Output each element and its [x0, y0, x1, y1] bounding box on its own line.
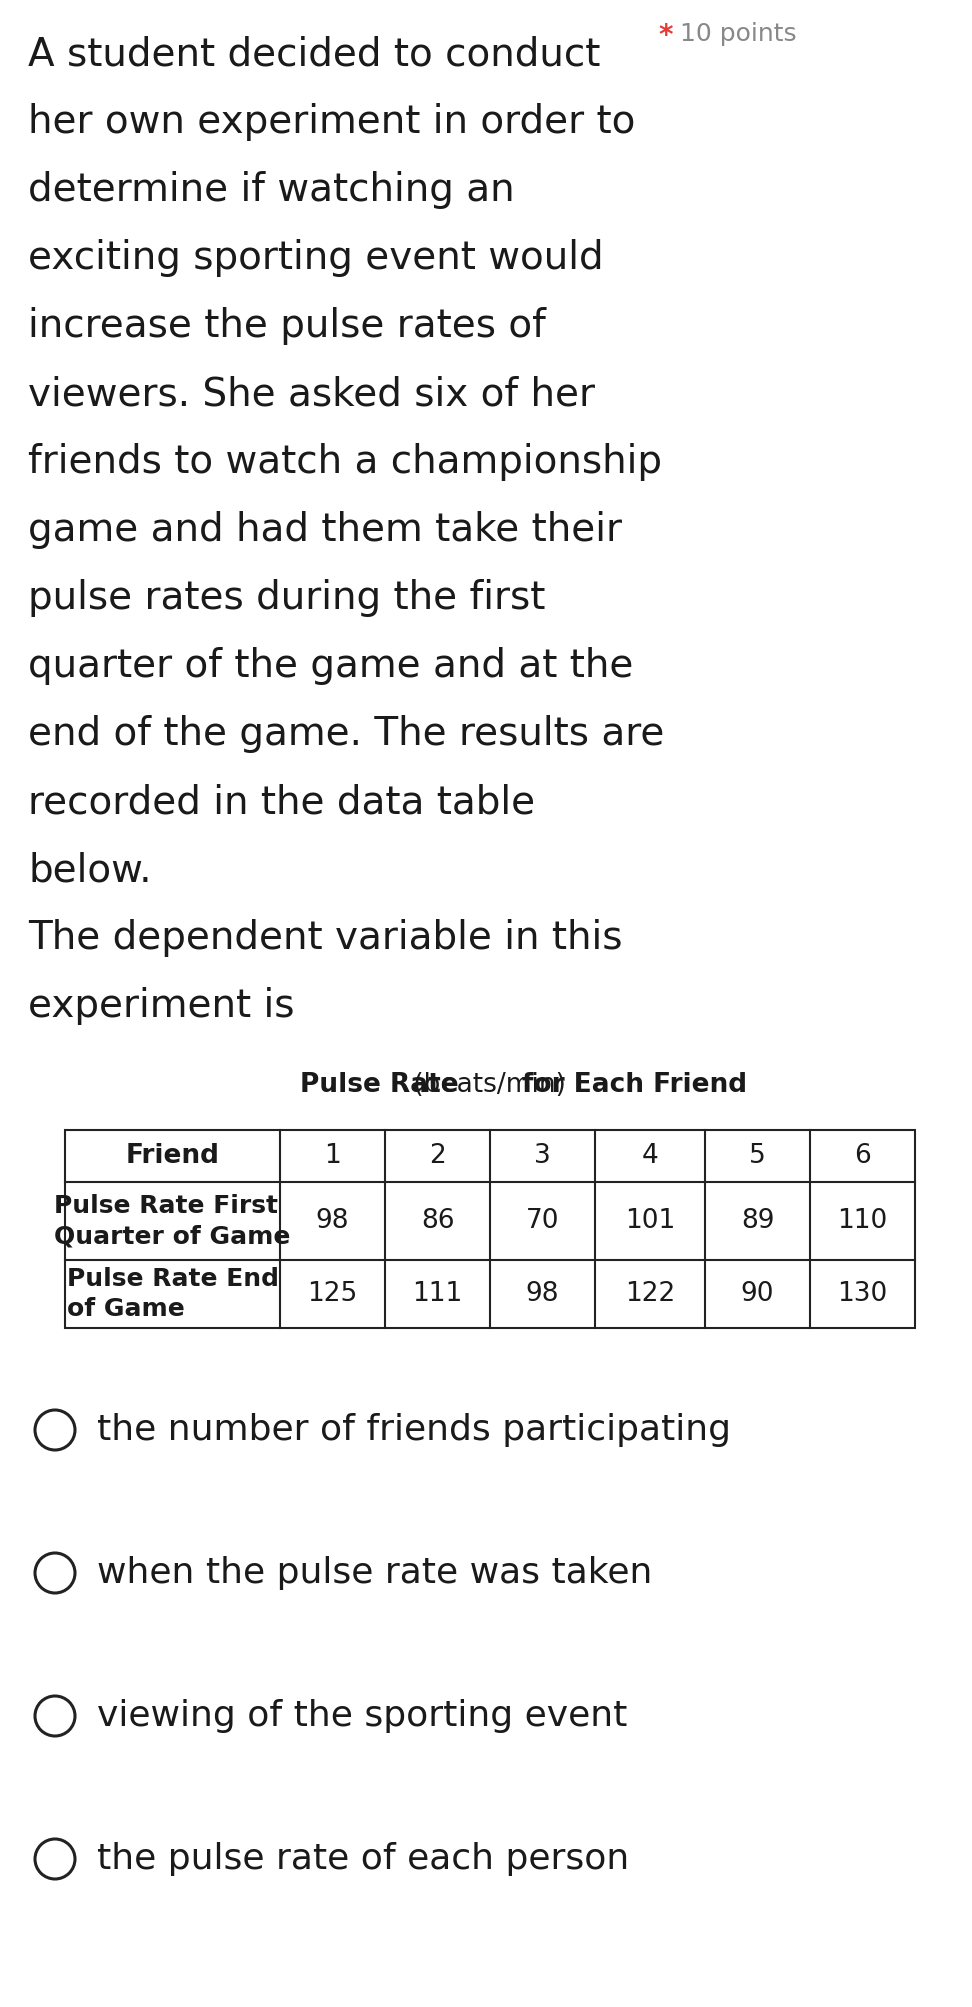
Text: the number of friends participating: the number of friends participating — [97, 1413, 731, 1447]
Text: 122: 122 — [625, 1280, 676, 1307]
Text: A student decided to conduct: A student decided to conduct — [28, 34, 601, 72]
Text: 111: 111 — [412, 1280, 463, 1307]
Text: recorded in the data table: recorded in the data table — [28, 783, 536, 821]
Text: game and had them take their: game and had them take their — [28, 512, 622, 550]
Text: quarter of the game and at the: quarter of the game and at the — [28, 646, 634, 684]
Text: 2: 2 — [429, 1144, 446, 1168]
Text: determine if watching an: determine if watching an — [28, 171, 514, 209]
Text: 125: 125 — [307, 1280, 358, 1307]
Text: 98: 98 — [316, 1208, 349, 1234]
Text: her own experiment in order to: her own experiment in order to — [28, 102, 636, 140]
Text: 4: 4 — [642, 1144, 658, 1168]
Text: viewers. She asked six of her: viewers. She asked six of her — [28, 375, 595, 413]
Text: *: * — [658, 22, 673, 50]
Text: 6: 6 — [854, 1144, 871, 1168]
Text: 3: 3 — [535, 1144, 551, 1168]
Text: pulse rates during the first: pulse rates during the first — [28, 578, 545, 616]
Text: the pulse rate of each person: the pulse rate of each person — [97, 1842, 629, 1877]
Text: 89: 89 — [741, 1208, 775, 1234]
Text: increase the pulse rates of: increase the pulse rates of — [28, 307, 546, 345]
Text: viewing of the sporting event: viewing of the sporting event — [97, 1700, 627, 1732]
Text: 101: 101 — [625, 1208, 676, 1234]
Text: The dependent variable in this: The dependent variable in this — [28, 919, 622, 957]
Text: Friend: Friend — [125, 1144, 220, 1168]
Text: exciting sporting event would: exciting sporting event would — [28, 239, 604, 277]
Text: for Each Friend: for Each Friend — [522, 1072, 747, 1098]
Text: below.: below. — [28, 851, 152, 889]
Text: 86: 86 — [421, 1208, 454, 1234]
Text: friends to watch a championship: friends to watch a championship — [28, 444, 662, 482]
Text: 70: 70 — [526, 1208, 559, 1234]
Text: 5: 5 — [749, 1144, 766, 1168]
Text: 1: 1 — [324, 1144, 341, 1168]
Text: 98: 98 — [526, 1280, 559, 1307]
Text: 90: 90 — [741, 1280, 775, 1307]
Text: when the pulse rate was taken: when the pulse rate was taken — [97, 1555, 652, 1590]
Text: Pulse Rate First
Quarter of Game: Pulse Rate First Quarter of Game — [54, 1194, 291, 1248]
Text: Pulse Rate: Pulse Rate — [300, 1072, 459, 1098]
Text: (beats/min): (beats/min) — [405, 1072, 574, 1098]
Text: 130: 130 — [837, 1280, 887, 1307]
Text: 110: 110 — [837, 1208, 887, 1234]
Text: experiment is: experiment is — [28, 987, 295, 1026]
Text: Pulse Rate End
of Game: Pulse Rate End of Game — [66, 1266, 279, 1321]
Bar — [65, 1130, 915, 1329]
Text: end of the game. The results are: end of the game. The results are — [28, 714, 665, 753]
Text: 10 points: 10 points — [680, 22, 797, 46]
